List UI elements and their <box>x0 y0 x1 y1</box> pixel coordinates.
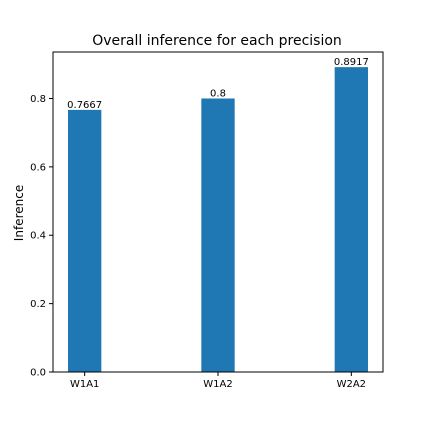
y-tick-label: 0.8 <box>30 94 46 105</box>
plot-frame <box>52 51 384 373</box>
x-axis-ticks: W1A1 W1A2 W2A2 <box>70 372 366 390</box>
y-axis-ticks: 0.0 0.2 0.4 0.6 0.8 <box>30 94 53 379</box>
y-tick-label: 0.2 <box>30 299 46 310</box>
data-label: 0.8917 <box>334 57 369 68</box>
y-axis-label: Inference <box>12 185 26 241</box>
data-labels: 0.7667 0.8 0.8917 <box>67 57 369 111</box>
x-tick-label: W1A2 <box>203 379 232 390</box>
bar-w2a2 <box>334 67 368 373</box>
chart-title: Overall inference for each precision <box>92 33 342 49</box>
bar-w1a1 <box>68 109 102 372</box>
bar-w1a2 <box>201 98 235 372</box>
y-tick-label: 0.4 <box>30 231 46 242</box>
y-tick-label: 0.6 <box>30 162 46 173</box>
data-label: 0.8 <box>210 88 226 99</box>
bars <box>68 67 368 373</box>
data-label: 0.7667 <box>67 100 102 111</box>
x-tick-label: W1A1 <box>70 379 99 390</box>
x-tick-label: W2A2 <box>337 379 366 390</box>
y-tick-label: 0.0 <box>30 368 46 379</box>
